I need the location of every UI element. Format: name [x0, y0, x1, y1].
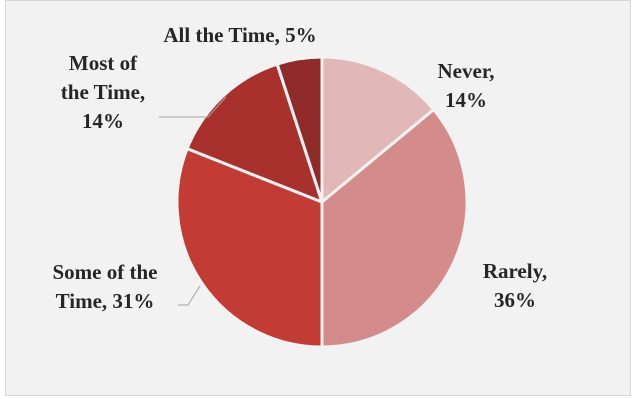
data-label-line: Some of the — [53, 260, 158, 284]
data-label-most-of-the-time: Most of the Time, 14% — [61, 51, 145, 133]
data-label-line: Never, — [438, 59, 495, 83]
leader-lines — [159, 96, 227, 306]
leader-line-most-of-the-time — [159, 96, 227, 118]
pie-slice-all-the-time — [275, 55, 324, 204]
data-label-line: Time, 31% — [56, 289, 155, 313]
data-labels: Never, 14% Rarely, 36% Some of the Time, 31% M… — [53, 23, 548, 313]
data-label-never: Never, 14% — [438, 59, 495, 112]
pie-slice-rarely — [320, 108, 469, 349]
pie-slices — [175, 55, 469, 349]
data-label-line: 36% — [494, 288, 536, 312]
data-label-line: 14% — [445, 88, 487, 112]
pie-slice-never — [320, 55, 436, 204]
data-label-line: All the Time, 5% — [163, 23, 316, 47]
data-label-rarely: Rarely, 36% — [483, 259, 547, 312]
data-label-line: Most of — [69, 51, 138, 75]
leader-line-some-of-the-time — [178, 285, 201, 306]
data-label-line: the Time, — [61, 80, 145, 104]
data-label-line: Rarely, — [483, 259, 547, 283]
data-label-some-of-the-time: Some of the Time, 31% — [53, 260, 158, 313]
data-label-all-the-time: All the Time, 5% — [163, 23, 316, 47]
data-label-line: 14% — [82, 109, 124, 133]
pie-slice-some-of-the-time — [175, 147, 324, 349]
